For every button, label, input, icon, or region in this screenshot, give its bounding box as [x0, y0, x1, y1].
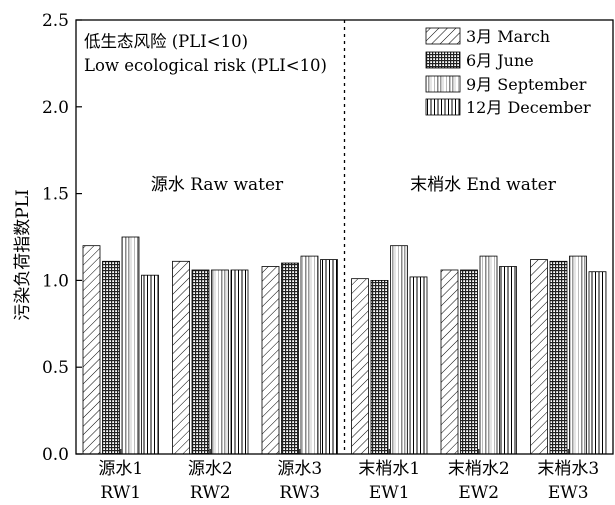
bar-diag-6 — [530, 259, 548, 455]
bar-grid-3 — [281, 262, 299, 455]
y-tick-label: 2.5 — [42, 11, 69, 31]
x-category-label-en: EW2 — [458, 483, 499, 503]
bar-vlines-5 — [499, 266, 517, 455]
x-category-label-cn: 末梢水2 — [448, 459, 510, 479]
bar-vlines-1 — [141, 274, 159, 455]
x-tick-labels: 源水1 RW1 源水2 RW2 源水3 RW3 末梢水1 EW1 末梢水2 EW2 末梢水3 EW3 — [98, 459, 599, 503]
bar-gradient-3 — [300, 255, 319, 455]
legend-swatch-june — [425, 51, 461, 69]
legend-label-march: 3月 March — [466, 27, 550, 46]
bar-diag-3 — [261, 266, 280, 455]
y-tick-label: 0.0 — [42, 445, 69, 465]
bar-vlines-3 — [320, 259, 338, 455]
legend-label-june: 6月 June — [466, 51, 534, 70]
legend-label-september: 9月 September — [466, 75, 587, 94]
x-category-label-cn: 末梢水3 — [537, 459, 599, 479]
bar-vlines-2 — [230, 269, 249, 455]
y-tick-label: 1.0 — [42, 271, 69, 291]
legend-label-december: 12月 December — [466, 98, 591, 117]
bar-gradient-1 — [121, 236, 140, 455]
bar-diag-1 — [82, 245, 101, 455]
bar-diag-4 — [351, 278, 369, 455]
bar-grid-1 — [102, 260, 120, 455]
legend-swatch-december — [425, 98, 461, 116]
legend: 3月 March 6月 June 9月 September 12月 Decemb… — [425, 27, 591, 117]
region-label-raw: 源水 Raw water — [151, 175, 284, 195]
bar-grid-6 — [549, 260, 568, 455]
annotation-line-2: Low ecological risk (PLI<10) — [84, 56, 327, 75]
bar-vlines-6 — [588, 271, 607, 455]
bar-diag-2 — [172, 260, 190, 455]
x-category-label-en: RW2 — [190, 483, 231, 503]
x-category-label-en: EW3 — [548, 483, 589, 503]
x-category-label-en: RW1 — [100, 483, 141, 503]
bar-gradient-5 — [479, 255, 498, 455]
annotation-line-1: 低生态风险 (PLI<10) — [84, 32, 248, 51]
region-label-end: 末梢水 End water — [410, 175, 557, 195]
bar-gradient-6 — [569, 255, 587, 455]
bar-diag-5 — [440, 269, 459, 455]
bar-grid-2 — [191, 269, 210, 455]
y-tick-label: 1.5 — [42, 185, 69, 205]
x-category-label-cn: 源水2 — [188, 459, 233, 479]
bar-vlines-4 — [409, 276, 428, 455]
y-ticks: 0.0 0.5 1.0 1.5 2.0 2.5 — [42, 11, 82, 465]
y-tick-label: 2.0 — [42, 98, 69, 118]
x-category-label-en: RW3 — [279, 483, 320, 503]
legend-swatch-september — [425, 75, 461, 93]
bars — [82, 236, 607, 455]
bar-gradient-4 — [390, 245, 408, 455]
y-tick-label: 0.5 — [42, 358, 69, 378]
y-axis-title: 污染负荷指数PLI — [13, 189, 33, 320]
bar-grid-4 — [370, 279, 389, 455]
bar-gradient-2 — [211, 269, 229, 455]
x-category-label-en: EW1 — [369, 483, 410, 503]
x-category-label-cn: 源水3 — [277, 459, 322, 479]
legend-swatch-march — [425, 27, 461, 45]
x-category-label-cn: 源水1 — [98, 459, 143, 479]
bar-grid-5 — [460, 269, 478, 455]
x-category-label-cn: 末梢水1 — [358, 459, 420, 479]
